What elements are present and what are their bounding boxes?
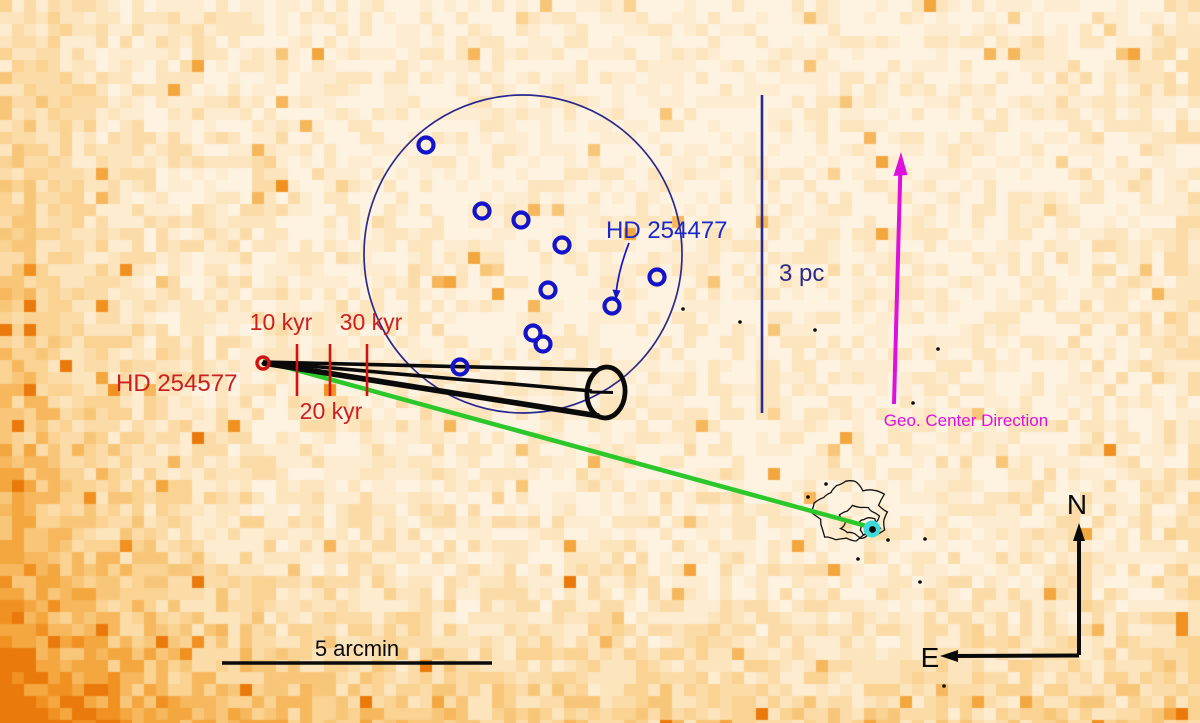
- compass: [940, 523, 1085, 662]
- geo-center-arrowhead-icon: [893, 152, 908, 176]
- pointer-line: [615, 242, 630, 294]
- star-circle: [472, 201, 492, 221]
- cone-axis-stub: [589, 390, 614, 394]
- runaway-star-dot: [261, 361, 266, 366]
- noise-speck: [923, 537, 927, 541]
- geo-center-arrow: [892, 152, 908, 405]
- cone-mouth-ellipse: [584, 364, 628, 421]
- runaway-star-label: HD 254577: [116, 370, 237, 397]
- geo-center-arrow-line: [892, 164, 903, 405]
- compass-east-line: [952, 653, 1080, 658]
- tick-30kyr-label: 30 kyr: [340, 309, 403, 335]
- noise-speck: [813, 328, 817, 332]
- noise-speck: [936, 347, 940, 351]
- star-circle: [647, 267, 667, 287]
- star-circle: [523, 323, 543, 343]
- image-noise-specks: [681, 307, 946, 688]
- cluster-boundary-circle: [363, 94, 683, 414]
- noise-speck: [856, 557, 860, 561]
- star-circle: [533, 334, 553, 354]
- cone-lower-edge: [262, 360, 600, 419]
- star-circle: [511, 210, 531, 230]
- cone-axis: [262, 360, 593, 393]
- noise-speck: [942, 684, 946, 688]
- geo-center-label: Geo. Center Direction: [884, 411, 1048, 430]
- star-circle: [602, 296, 622, 316]
- noise-speck: [806, 495, 810, 499]
- compass-north-arrowhead-icon: [1073, 523, 1085, 541]
- star-circle: [538, 280, 558, 300]
- pointer-arrowhead-icon: [612, 289, 621, 300]
- proper-motion-cone: [262, 360, 628, 421]
- star-circle: [450, 357, 470, 377]
- trajectory-line: [262, 358, 871, 530]
- compass-east-label: E: [921, 642, 940, 673]
- compass-east-arrowhead-icon: [940, 650, 958, 662]
- noise-speck: [681, 307, 685, 311]
- star-circle: [552, 235, 572, 255]
- parsec-scale-label: 3 pc: [779, 260, 824, 287]
- noise-speck: [911, 401, 915, 405]
- runaway-star-group: [255, 344, 369, 396]
- cluster-member-stars: [416, 135, 667, 377]
- star-circle: [416, 135, 436, 155]
- tick-10kyr-label: 10 kyr: [250, 309, 313, 335]
- cone-upper-edge: [262, 360, 600, 372]
- noise-speck: [824, 482, 828, 486]
- runaway-star-marker: [255, 355, 271, 371]
- compass-north-label: N: [1067, 489, 1087, 520]
- cluster-star-label: HD 254477: [606, 217, 727, 244]
- tick-20kyr-label: 20 kyr: [300, 398, 363, 424]
- scale-bar-label: 5 arcmin: [315, 636, 399, 661]
- noise-speck: [918, 580, 922, 584]
- bow-shock-marker-core: [869, 526, 876, 533]
- cluster-star-pointer: [612, 242, 630, 300]
- noise-speck: [738, 320, 742, 324]
- noise-speck: [886, 538, 890, 542]
